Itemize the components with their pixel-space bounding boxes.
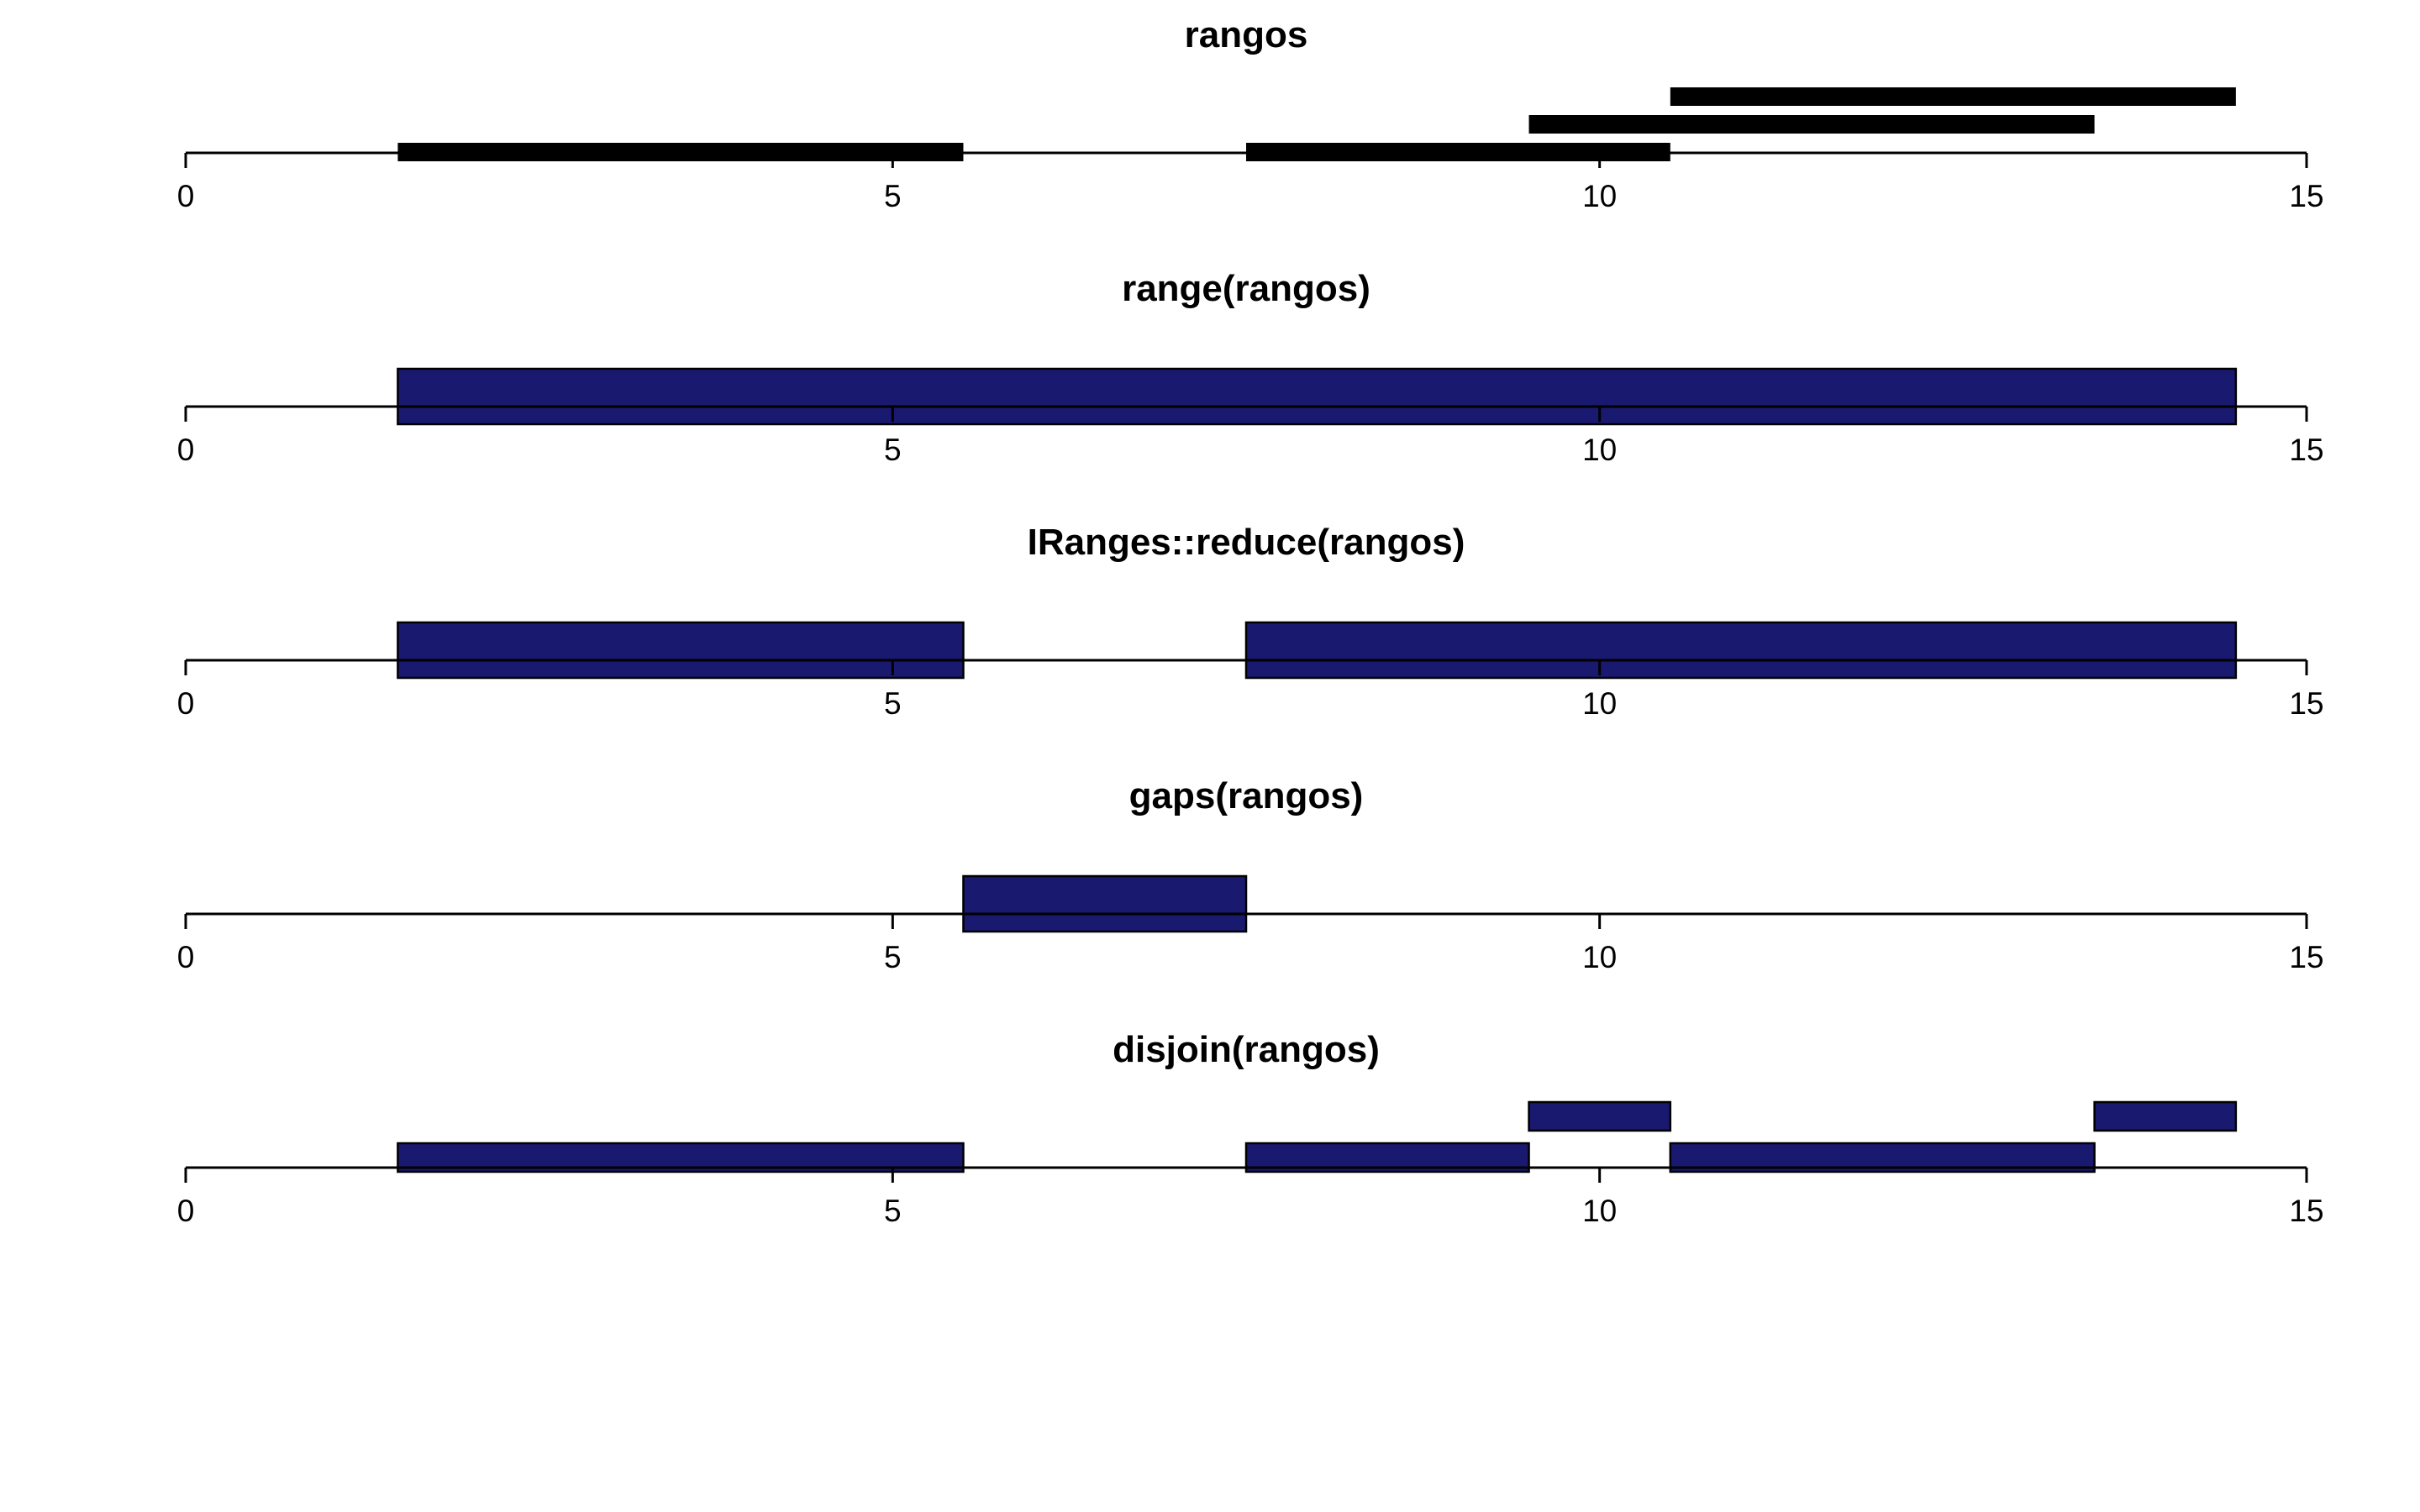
range-bar [2093, 1100, 2238, 1132]
x-tick-label: 10 [1582, 179, 1617, 213]
range-bar [962, 874, 1248, 933]
x-tick-label: 15 [2289, 179, 2323, 213]
range-bar [1528, 1100, 1672, 1132]
range-bar [1528, 115, 2095, 134]
x-tick-label: 10 [1582, 940, 1617, 974]
x-tick-label: 10 [1582, 1194, 1617, 1228]
x-tick-label: 5 [884, 433, 902, 467]
x-tick-label: 15 [2289, 940, 2323, 974]
x-tick-label: 0 [177, 433, 195, 467]
range-panel: IRanges::reduce(rangos)0 5 10 15 [177, 522, 2324, 721]
range-panel: gaps(rangos) 0 5 10 15 [177, 775, 2324, 974]
range-bar [1244, 621, 2238, 680]
panel-title: gaps(rangos) [1129, 775, 1364, 816]
x-tick-label: 5 [884, 179, 902, 213]
range-bar [397, 367, 2238, 426]
x-tick-label: 0 [177, 940, 195, 974]
range-panel: rangos 0 5 10 15 [177, 14, 2324, 213]
x-tick-label: 5 [884, 686, 902, 721]
range-panel: disjoin(rangos) 0 5 10 15 [177, 1029, 2324, 1228]
x-tick-label: 5 [884, 940, 902, 974]
panel-title: disjoin(rangos) [1113, 1029, 1380, 1070]
x-tick-label: 15 [2289, 686, 2323, 721]
panel-title: rangos [1185, 14, 1308, 55]
range-bar [1670, 87, 2236, 106]
range-panel: range(rangos) 0 5 10 15 [177, 268, 2324, 467]
x-tick-label: 15 [2289, 1194, 2323, 1228]
panel-title: IRanges::reduce(rangos) [1028, 522, 1465, 563]
x-tick-label: 10 [1582, 433, 1617, 467]
x-tick-label: 10 [1582, 686, 1617, 721]
range-bar [397, 621, 965, 680]
x-tick-label: 0 [177, 686, 195, 721]
x-tick-label: 15 [2289, 433, 2323, 467]
x-tick-label: 0 [177, 179, 195, 213]
x-tick-label: 0 [177, 1194, 195, 1228]
x-tick-label: 5 [884, 1194, 902, 1228]
panel-title: range(rangos) [1122, 268, 1370, 309]
